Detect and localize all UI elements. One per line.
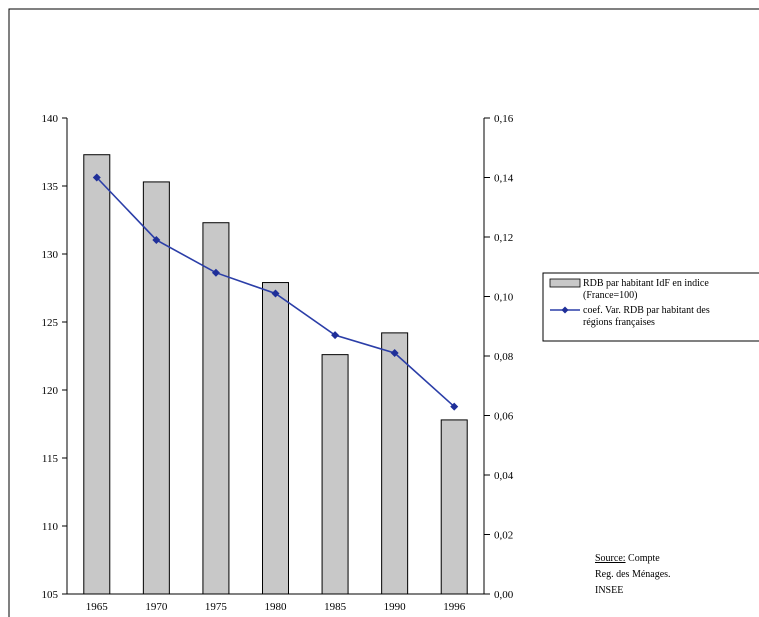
left-axis-tick-label: 120 <box>42 385 59 397</box>
right-axis-tick-label: 0,04 <box>494 470 514 482</box>
bar-1985 <box>321 354 349 595</box>
line-marker-1975 <box>211 268 220 277</box>
line-marker-1985 <box>331 331 340 340</box>
left-axis-tick-label: 140 <box>42 113 59 125</box>
left-axis-tick-label: 130 <box>42 249 59 261</box>
left-axis-tick-label: 135 <box>42 181 59 193</box>
legend: RDB par habitant IdF en indice (France=1… <box>542 272 759 342</box>
line-marker-1980 <box>271 289 280 298</box>
bar-series <box>83 154 468 595</box>
source-note: Source: Compte Reg. des Ménages. INSEE <box>595 553 671 596</box>
right-axis-tick-label: 0,16 <box>494 113 514 125</box>
x-tick-label: 1990 <box>384 601 407 613</box>
right-axis-tick-label: 0,14 <box>494 173 514 185</box>
x-tick-label: 1970 <box>145 601 168 613</box>
bar-1996 <box>440 419 468 595</box>
right-axis-tick-label: 0,00 <box>494 589 514 601</box>
line-marker-1990 <box>390 349 399 358</box>
right-axis-tick-label: 0,12 <box>494 232 513 244</box>
legend-line-label-line2: régions françaises <box>583 317 655 328</box>
legend-bar-label-line2: (France=100) <box>583 290 638 301</box>
source-label: Source: <box>595 553 626 564</box>
left-axis-tick-label: 115 <box>42 453 59 465</box>
left-axis-tick-label: 125 <box>42 317 59 329</box>
left-y-axis: 105 110 115 120 125 130 135 140 <box>42 113 484 601</box>
bar-1965 <box>83 154 111 595</box>
right-axis-tick-label: 0,02 <box>494 530 513 542</box>
left-axis-tick-label: 105 <box>42 589 59 601</box>
legend-bar-label-line1: RDB par habitant IdF en indice <box>583 278 709 289</box>
x-tick-label: 1975 <box>205 601 228 613</box>
bar-1970 <box>142 181 170 595</box>
bar-1990 <box>381 332 409 595</box>
line-marker-1965 <box>92 173 101 182</box>
line-marker-1996 <box>450 402 459 411</box>
source-line1-rest: Compte <box>626 553 661 564</box>
bar-1980 <box>262 282 289 595</box>
left-axis-tick-label: 110 <box>42 521 59 533</box>
chart-frame <box>8 8 759 617</box>
source-line3: INSEE <box>595 585 623 596</box>
x-axis-tick-labels: 1965 1970 1975 1980 1985 1990 1996 <box>86 601 466 613</box>
x-tick-label: 1980 <box>265 601 288 613</box>
source-line2: Reg. des Ménages. <box>595 569 671 580</box>
legend-bar-swatch <box>549 278 581 288</box>
x-tick-label: 1985 <box>324 601 347 613</box>
line-series <box>92 173 459 411</box>
legend-line-marker <box>561 306 569 314</box>
right-axis-tick-label: 0,08 <box>494 351 514 363</box>
x-tick-label: 1996 <box>443 601 466 613</box>
bar-1975 <box>202 222 230 595</box>
x-tick-label: 1965 <box>86 601 109 613</box>
legend-line-label-line1: coef. Var. RDB par habitant des <box>583 305 710 316</box>
right-axis-tick-label: 0,06 <box>494 411 514 423</box>
right-axis-tick-label: 0,10 <box>494 292 514 304</box>
source-line1: Source: Compte <box>595 553 660 564</box>
right-y-axis: 0,00 0,02 0,04 0,06 0,08 0,10 0,12 0,14 0,16 <box>483 113 514 601</box>
line-marker-1970 <box>152 235 161 244</box>
